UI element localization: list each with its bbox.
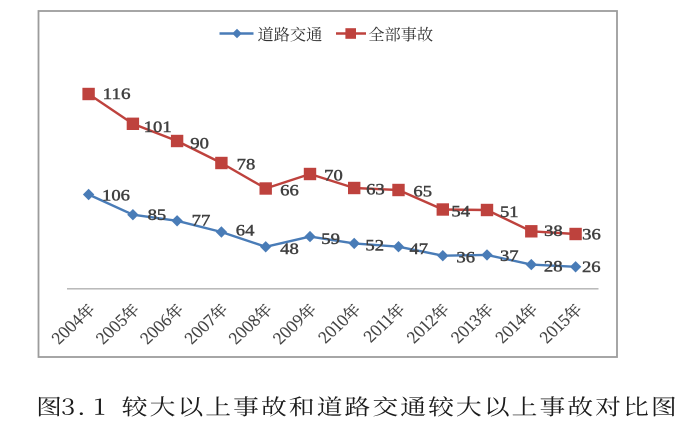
svg-text:66: 66	[280, 183, 299, 200]
svg-text:59: 59	[321, 231, 340, 248]
svg-text:90: 90	[190, 135, 209, 152]
svg-text:101: 101	[144, 119, 172, 136]
svg-text:63: 63	[366, 181, 385, 198]
svg-text:106: 106	[102, 188, 130, 205]
svg-text:38: 38	[544, 223, 563, 240]
svg-text:70: 70	[324, 168, 343, 185]
svg-text:36: 36	[456, 250, 475, 267]
svg-text:36: 36	[582, 226, 601, 243]
svg-text:28: 28	[544, 259, 563, 276]
svg-text:37: 37	[500, 248, 519, 265]
svg-text:54: 54	[451, 203, 470, 220]
svg-text:48: 48	[280, 241, 299, 258]
svg-text:51: 51	[500, 204, 519, 221]
svg-text:52: 52	[365, 238, 384, 255]
svg-text:85: 85	[148, 207, 167, 224]
svg-text:77: 77	[192, 213, 211, 230]
svg-text:26: 26	[582, 259, 601, 276]
svg-text:65: 65	[413, 184, 432, 201]
svg-text:64: 64	[236, 223, 255, 240]
svg-text:47: 47	[410, 241, 429, 258]
svg-text:116: 116	[103, 86, 131, 103]
svg-text:78: 78	[237, 156, 256, 173]
